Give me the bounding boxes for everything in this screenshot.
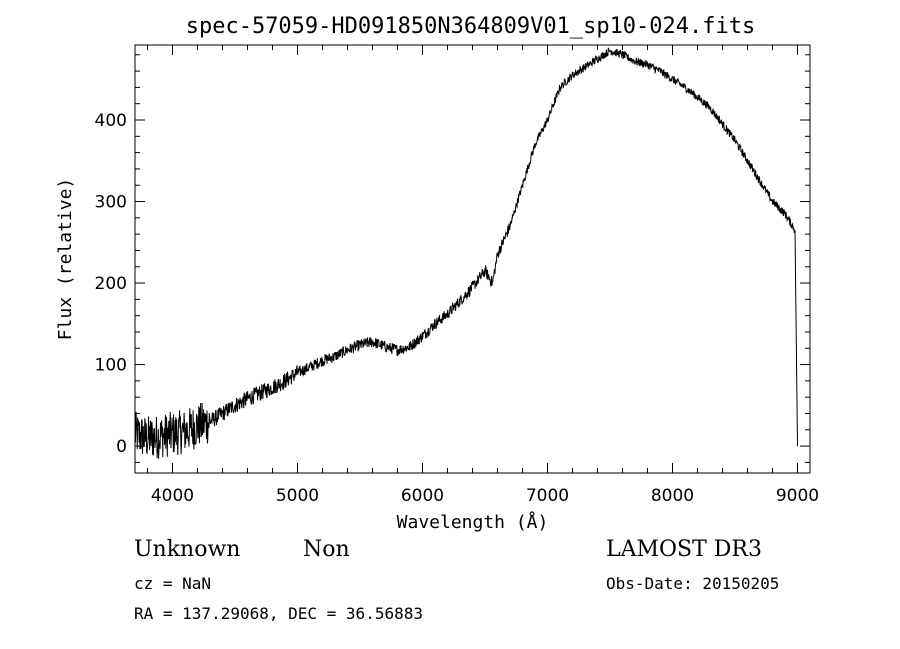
chart-title: spec-57059-HD091850N364809V01_sp10-024.f… — [186, 14, 756, 39]
x-tick-label: 5000 — [276, 486, 319, 506]
y-tick-label: 0 — [116, 437, 127, 457]
coordinates-label: RA = 137.29068, DEC = 36.56883 — [134, 604, 423, 623]
spectrum-line-flux — [134, 47, 798, 459]
x-axis-label: Wavelength (Å) — [397, 511, 549, 533]
y-axis-label: Flux (relative) — [55, 178, 76, 341]
x-tick-label: 7000 — [526, 486, 569, 506]
survey-label: LAMOST DR3 — [606, 537, 762, 562]
y-tick-label: 100 — [95, 356, 127, 376]
redshift-label: cz = NaN — [134, 574, 212, 593]
object-class: Unknown — [134, 537, 241, 562]
x-tick-label: 6000 — [401, 486, 444, 506]
x-tick-label: 4000 — [151, 486, 194, 506]
obs-date-label: Obs-Date: 20150205 — [606, 574, 780, 593]
x-tick-label: 8000 — [651, 486, 694, 506]
object-subclass: Non — [303, 537, 350, 562]
y-tick-label: 200 — [95, 274, 127, 294]
x-tick-label: 9000 — [776, 486, 819, 506]
y-tick-label: 400 — [95, 111, 127, 131]
y-tick-label: 300 — [95, 193, 127, 213]
